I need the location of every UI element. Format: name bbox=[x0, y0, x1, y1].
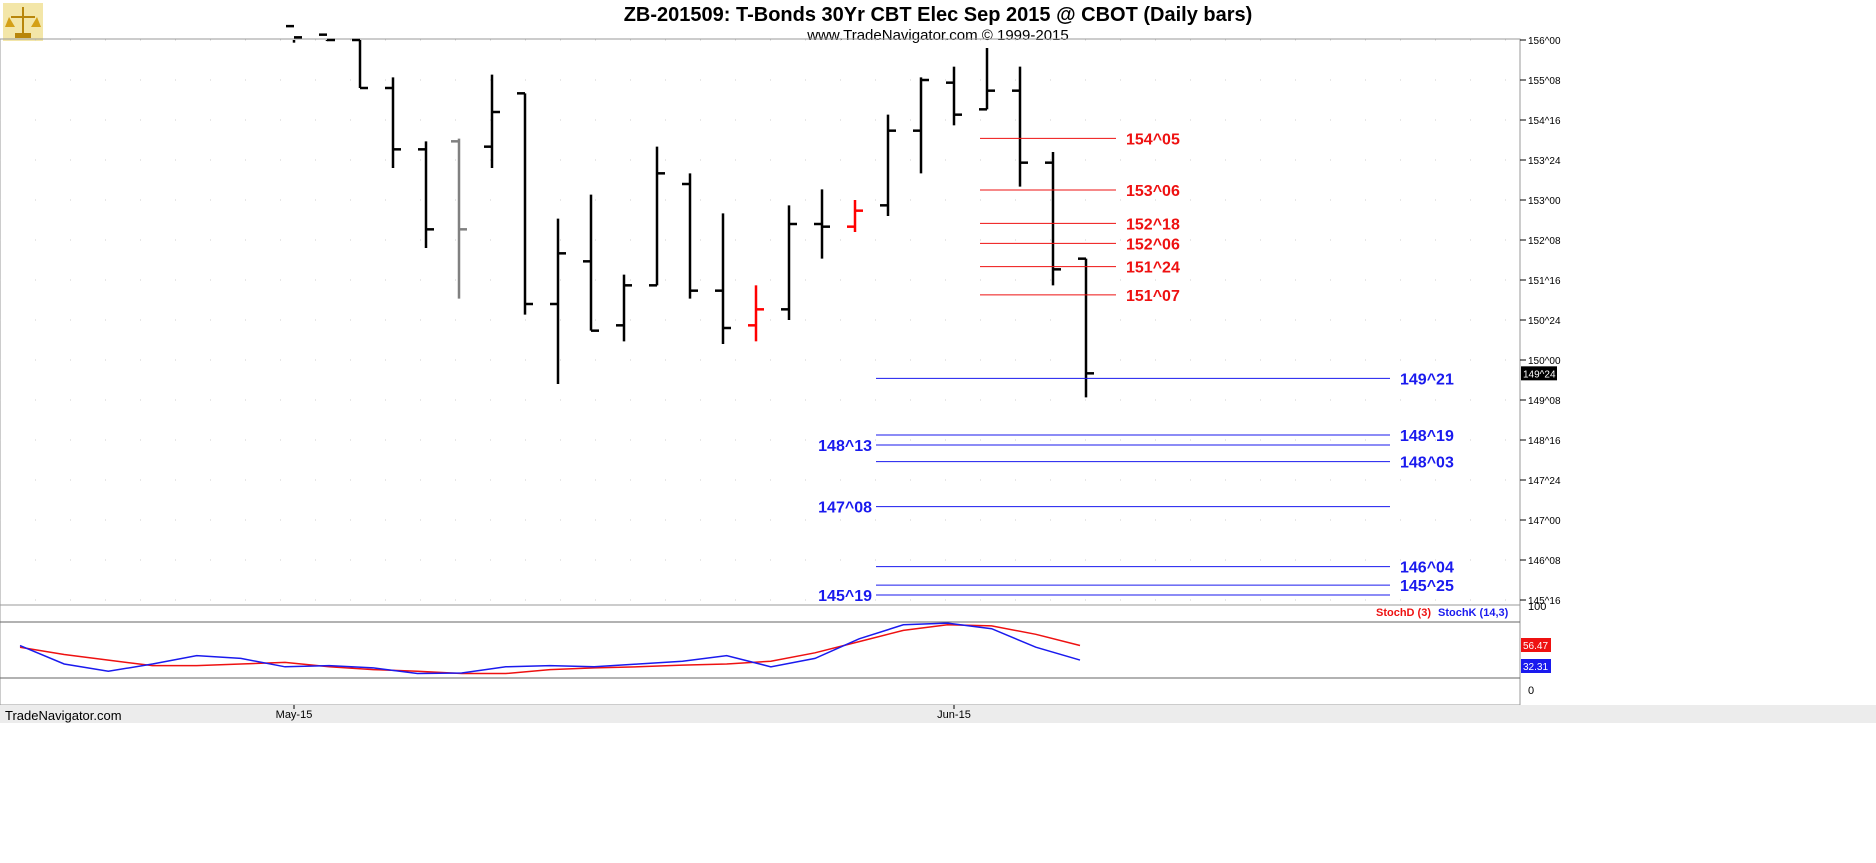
oscillator-panel-frame bbox=[0, 604, 1521, 706]
price-tick-label: 152^08 bbox=[1528, 236, 1561, 247]
level-label: 147^08 bbox=[818, 500, 872, 517]
level-label: 149^21 bbox=[1400, 371, 1454, 388]
price-tick-label: 145^16 bbox=[1528, 596, 1561, 607]
stoch-series-line bbox=[19, 622, 1081, 675]
level-label: 152^18 bbox=[1126, 216, 1180, 233]
price-tick-label: 153^00 bbox=[1528, 196, 1561, 207]
level-label: 145^25 bbox=[1400, 578, 1454, 595]
watermark: TradeNavigator.com bbox=[5, 708, 122, 723]
osc-value-label: 32.31 bbox=[1523, 662, 1548, 673]
osc-tick-label: 0 bbox=[1528, 685, 1534, 697]
trade-navigator-logo-icon bbox=[3, 3, 43, 41]
date-label: Jun-15 bbox=[937, 709, 971, 721]
price-tick-label: 155^08 bbox=[1528, 76, 1561, 87]
last-price-tag bbox=[1521, 366, 1557, 381]
price-panel-frame bbox=[0, 38, 1521, 606]
price-tick-label: 150^00 bbox=[1528, 356, 1561, 367]
last-price-label: 149^24 bbox=[1523, 369, 1556, 380]
level-label: 151^24 bbox=[1126, 260, 1180, 277]
price-tick-label: 151^16 bbox=[1528, 276, 1561, 287]
level-label: 154^05 bbox=[1126, 131, 1180, 148]
stoch-series-line bbox=[19, 624, 1081, 675]
chart-title: ZB-201509: T-Bonds 30Yr CBT Elec Sep 201… bbox=[623, 4, 1253, 26]
level-label: 151^07 bbox=[1126, 288, 1180, 305]
price-tick-label: 156^00 bbox=[1528, 36, 1561, 47]
price-tick-label: 153^24 bbox=[1528, 156, 1561, 167]
osc-value-tag bbox=[1521, 659, 1551, 673]
osc-value-label: 56.47 bbox=[1523, 641, 1548, 652]
level-label: 153^06 bbox=[1126, 183, 1180, 200]
stochd-legend: StochD (3) bbox=[1376, 607, 1431, 619]
price-tick-label: 147^24 bbox=[1528, 476, 1561, 487]
osc-value-tag bbox=[1521, 638, 1551, 652]
date-label: May-15 bbox=[276, 709, 313, 721]
level-label: 148^19 bbox=[1400, 428, 1454, 445]
price-tick-label: 149^08 bbox=[1528, 396, 1561, 407]
stochk-legend: StochK (14,3) bbox=[1438, 607, 1509, 619]
level-label: 146^04 bbox=[1400, 560, 1454, 577]
price-tick-label: 148^16 bbox=[1528, 436, 1561, 447]
osc-tick-label: 100 bbox=[1528, 601, 1546, 613]
price-tick-label: 150^24 bbox=[1528, 316, 1561, 327]
price-tick-label: 154^16 bbox=[1528, 116, 1561, 127]
level-label: 145^19 bbox=[818, 588, 872, 605]
level-label: 148^03 bbox=[1400, 455, 1454, 472]
price-tick-label: 146^08 bbox=[1528, 556, 1561, 567]
price-tick-label: 147^00 bbox=[1528, 516, 1561, 527]
chart-subtitle: www.TradeNavigator.com © 1999-2015 bbox=[807, 27, 1069, 44]
level-label: 148^13 bbox=[818, 438, 872, 455]
level-label: 152^06 bbox=[1126, 236, 1180, 253]
date-axis-band bbox=[0, 705, 1876, 723]
